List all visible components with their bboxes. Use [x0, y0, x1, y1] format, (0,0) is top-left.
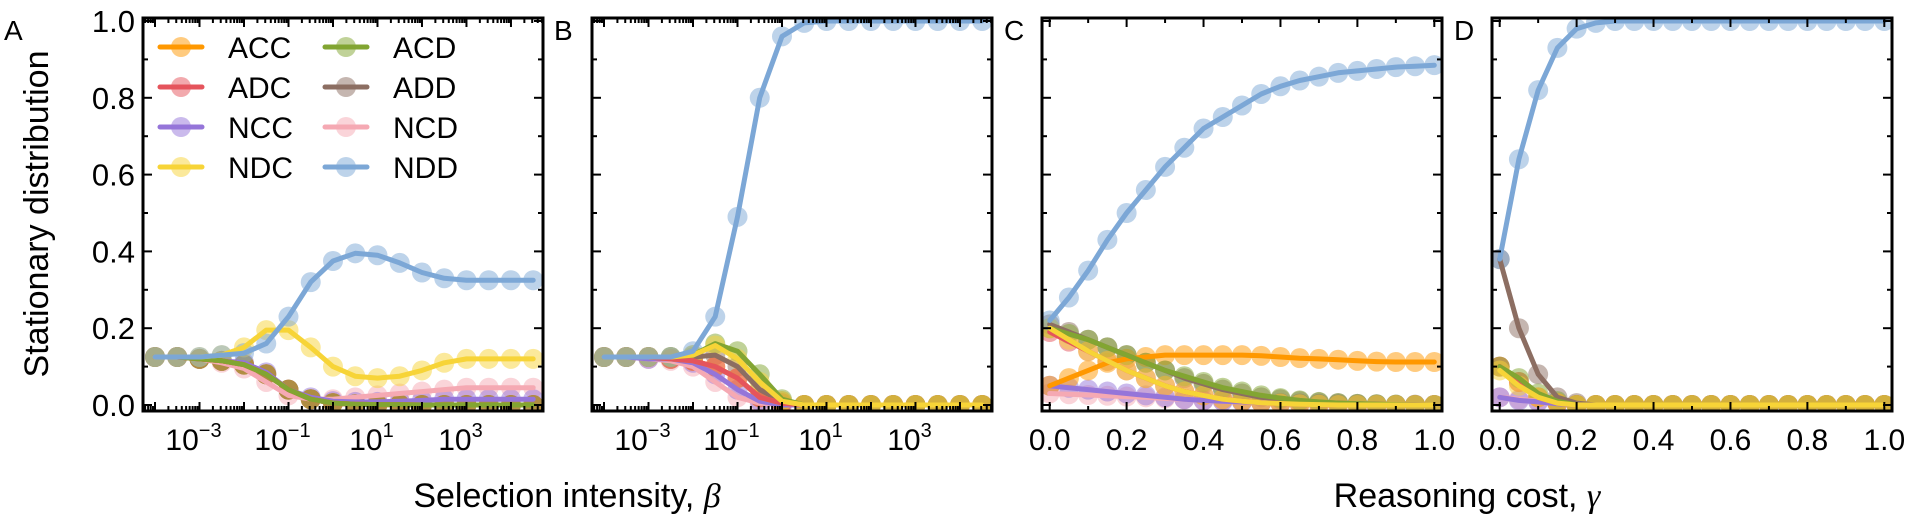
- y-tick-label: 0.8: [92, 81, 135, 116]
- legend-label: NDD: [393, 152, 458, 185]
- beta-symbol: β: [703, 478, 721, 515]
- x-tick-label: 1.0: [1863, 424, 1905, 457]
- x-tick-label: 103: [887, 420, 932, 457]
- panel-letter: B: [554, 15, 573, 46]
- series-NDD: [1042, 55, 1442, 331]
- panel-D: D 0.0 0.2 0.4 0.6 0.8 1.0: [1454, 15, 1905, 457]
- plot-area: [145, 243, 543, 411]
- x-tick-label: 0.2: [1556, 424, 1598, 457]
- x-tick-label: 0.0: [1479, 424, 1521, 457]
- panel-letter: D: [1454, 15, 1474, 46]
- line-NDC: [1497, 367, 1887, 408]
- x-tick-label: 0.8: [1787, 424, 1829, 457]
- legend-swatch-dot: [171, 117, 191, 137]
- x-tick-label: 10−1: [703, 420, 759, 457]
- x-tick-label: 101: [798, 420, 843, 457]
- line-NCC: [601, 354, 985, 408]
- plot-area: [1042, 55, 1442, 411]
- line-NDC: [1047, 325, 1437, 408]
- legend-swatch-dot: [171, 157, 191, 177]
- x-tick-label: 10−1: [254, 420, 310, 457]
- legend-label: ADC: [228, 72, 291, 105]
- legend-swatch-dot: [171, 37, 191, 57]
- legend-item-ACD: ACD: [322, 32, 456, 65]
- y-tick-label: 0.0: [92, 388, 135, 423]
- line-ADC: [601, 354, 985, 408]
- legend-label: NDC: [228, 152, 293, 185]
- plot-area: [1492, 18, 1892, 411]
- x-tick-label: 1.0: [1413, 424, 1455, 457]
- legend-label: ACD: [393, 32, 456, 65]
- legend-label: ACC: [228, 32, 291, 65]
- line-NCC: [152, 354, 536, 405]
- panel-A: A 0.0 0.2 0.4 0.6 0.8 1.0 10−3 10−1 101 103: [4, 4, 545, 457]
- x-tick-label: 0.2: [1106, 424, 1148, 457]
- legend-item-NCC: NCC: [157, 112, 293, 145]
- y-axis-label: Stationary distribution: [18, 51, 56, 378]
- legend-item-ACC: ACC: [157, 32, 291, 65]
- plot-frame: [590, 16, 994, 413]
- line-ADD: [1497, 256, 1887, 408]
- x-axis-label-selection-text: Selection intensity,: [413, 477, 703, 515]
- legend-swatch-dot: [336, 37, 356, 57]
- y-tick-label: 0.4: [92, 234, 135, 269]
- gamma-symbol: γ: [1587, 478, 1602, 515]
- line-NCD: [152, 354, 536, 402]
- x-tick-label: 0.6: [1710, 424, 1752, 457]
- legend-item-ADC: ADC: [157, 72, 291, 105]
- line-ACD: [152, 354, 536, 408]
- legend-label: ADD: [393, 72, 456, 105]
- legend-item-NDC: NDC: [157, 152, 293, 185]
- legend-item-NCD: NCD: [322, 112, 458, 145]
- y-tick-label: 1.0: [92, 4, 135, 39]
- line-NDD: [1047, 62, 1437, 323]
- panel-letter: A: [4, 15, 23, 46]
- legend-label: NCD: [393, 112, 458, 145]
- x-tick-label: 0.8: [1337, 424, 1379, 457]
- line-NDC: [601, 343, 985, 408]
- x-tick-label: 0.4: [1633, 424, 1675, 457]
- y-tick-label: 0.2: [92, 311, 135, 346]
- legend: ACC ACD ADC ADD NCC NCD NDC NDD: [157, 32, 458, 185]
- line-ACC: [601, 354, 985, 408]
- legend-item-ADD: ADD: [322, 72, 456, 105]
- legend-swatch-dot: [336, 117, 356, 137]
- plot-frame: [141, 16, 545, 413]
- plot-area: [594, 18, 992, 411]
- y-tick-label: 0.6: [92, 158, 135, 193]
- x-tick-label: 103: [438, 420, 483, 457]
- line-ADD: [601, 352, 985, 408]
- x-tick-label: 0.4: [1183, 424, 1225, 457]
- series-NDD: [594, 18, 992, 367]
- x-axis-label-reasoning: Reasoning cost, γ: [1334, 477, 1602, 515]
- x-axis-label-reasoning-text: Reasoning cost,: [1334, 477, 1587, 515]
- series-NDD: [1492, 18, 1892, 270]
- legend-swatch-dot: [171, 77, 191, 97]
- panel-C: C 0.0 0.2 0.4 0.6 0.8 1.0: [1004, 15, 1455, 457]
- line-ACD: [601, 341, 985, 408]
- line-NDD: [152, 250, 536, 360]
- panel-B: B 10−3 10−1 101 103: [554, 15, 994, 457]
- legend-swatch-dot: [336, 157, 356, 177]
- x-tick-label: 10−3: [165, 420, 221, 457]
- legend-swatch-dot: [336, 77, 356, 97]
- x-axis-label-selection: Selection intensity, β: [413, 477, 720, 515]
- x-tick-label: 10−3: [614, 420, 670, 457]
- panel-letter: C: [1004, 15, 1024, 46]
- x-tick-label: 0.6: [1260, 424, 1302, 457]
- series-NDD: [145, 243, 543, 367]
- line-NDD: [601, 18, 985, 360]
- legend-label: NCC: [228, 112, 293, 145]
- x-tick-label: 0.0: [1029, 424, 1071, 457]
- x-tick-label: 101: [349, 420, 394, 457]
- plot-frame: [1490, 16, 1894, 413]
- line-NCD: [601, 354, 985, 408]
- legend-item-NDD: NDD: [322, 152, 458, 185]
